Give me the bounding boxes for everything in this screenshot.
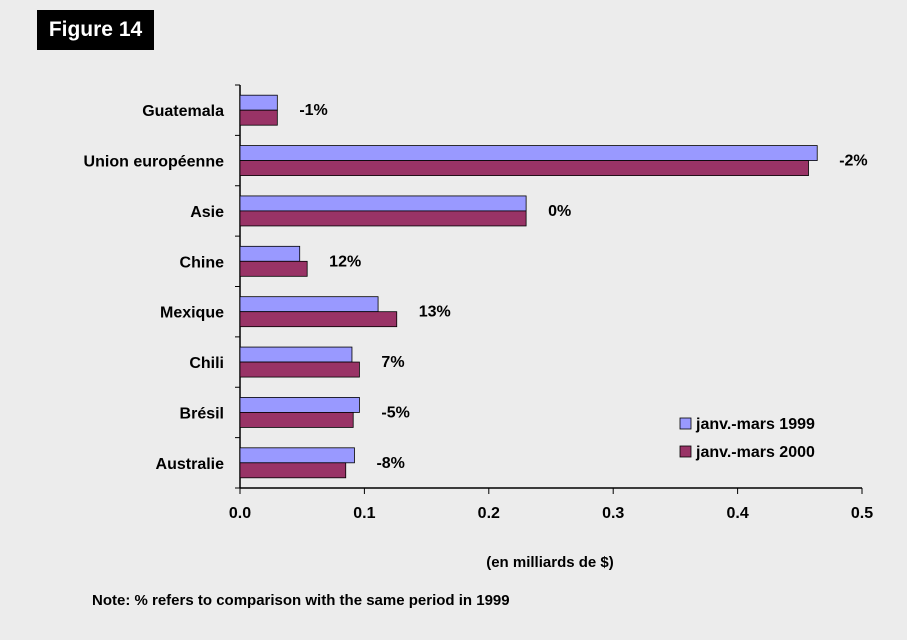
change-annotation: 13% — [419, 304, 451, 321]
bar-1999 — [239, 397, 360, 413]
change-annotation: -5% — [381, 404, 409, 421]
bar-1999 — [239, 296, 379, 313]
change-annotation: -2% — [839, 153, 867, 170]
x-tick-label: 0.1 — [353, 505, 375, 522]
legend-swatch — [679, 417, 692, 430]
change-annotation: -1% — [299, 102, 327, 119]
change-annotation: 7% — [381, 354, 404, 371]
x-axis-label: (en milliards de $) — [486, 554, 614, 571]
legend-swatch — [679, 445, 692, 458]
bar-1999 — [239, 94, 278, 111]
category-label: Union européenne — [84, 154, 225, 171]
bar-2000 — [239, 412, 354, 428]
x-tick-label: 0.0 — [229, 505, 251, 522]
bar-1999 — [239, 145, 818, 161]
category-label: Chili — [189, 355, 224, 372]
legend-label: janv.-mars 2000 — [695, 444, 815, 461]
footnote: Note: % refers to comparison with the sa… — [92, 592, 510, 609]
bar-1999 — [239, 447, 355, 464]
x-tick-label: 0.5 — [851, 505, 873, 522]
x-tick-label: 0.2 — [478, 505, 500, 522]
figure-label: Figure 14 — [37, 10, 154, 50]
x-tick-label: 0.4 — [726, 505, 748, 522]
change-annotation: -8% — [376, 455, 404, 472]
bar-1999 — [239, 245, 301, 262]
category-label: Asie — [190, 204, 224, 221]
change-annotation: 0% — [548, 203, 571, 220]
category-label: Guatemala — [142, 103, 224, 120]
legend-label: janv.-mars 1999 — [695, 416, 815, 433]
category-label: Mexique — [160, 305, 224, 322]
category-label: Brésil — [180, 405, 224, 422]
bar-2000 — [239, 160, 809, 176]
bar-2000 — [239, 109, 278, 126]
bar-2000 — [239, 260, 308, 277]
category-label: Australie — [156, 456, 225, 473]
bar-2000 — [239, 361, 360, 378]
category-label: Chine — [180, 254, 225, 271]
x-tick-label: 0.3 — [602, 505, 624, 522]
bar-1999 — [239, 346, 353, 363]
bar-2000 — [239, 462, 347, 479]
change-annotation: 12% — [329, 253, 361, 270]
bar-2000 — [239, 210, 527, 227]
bar-1999 — [239, 195, 527, 212]
bar-2000 — [239, 311, 398, 328]
